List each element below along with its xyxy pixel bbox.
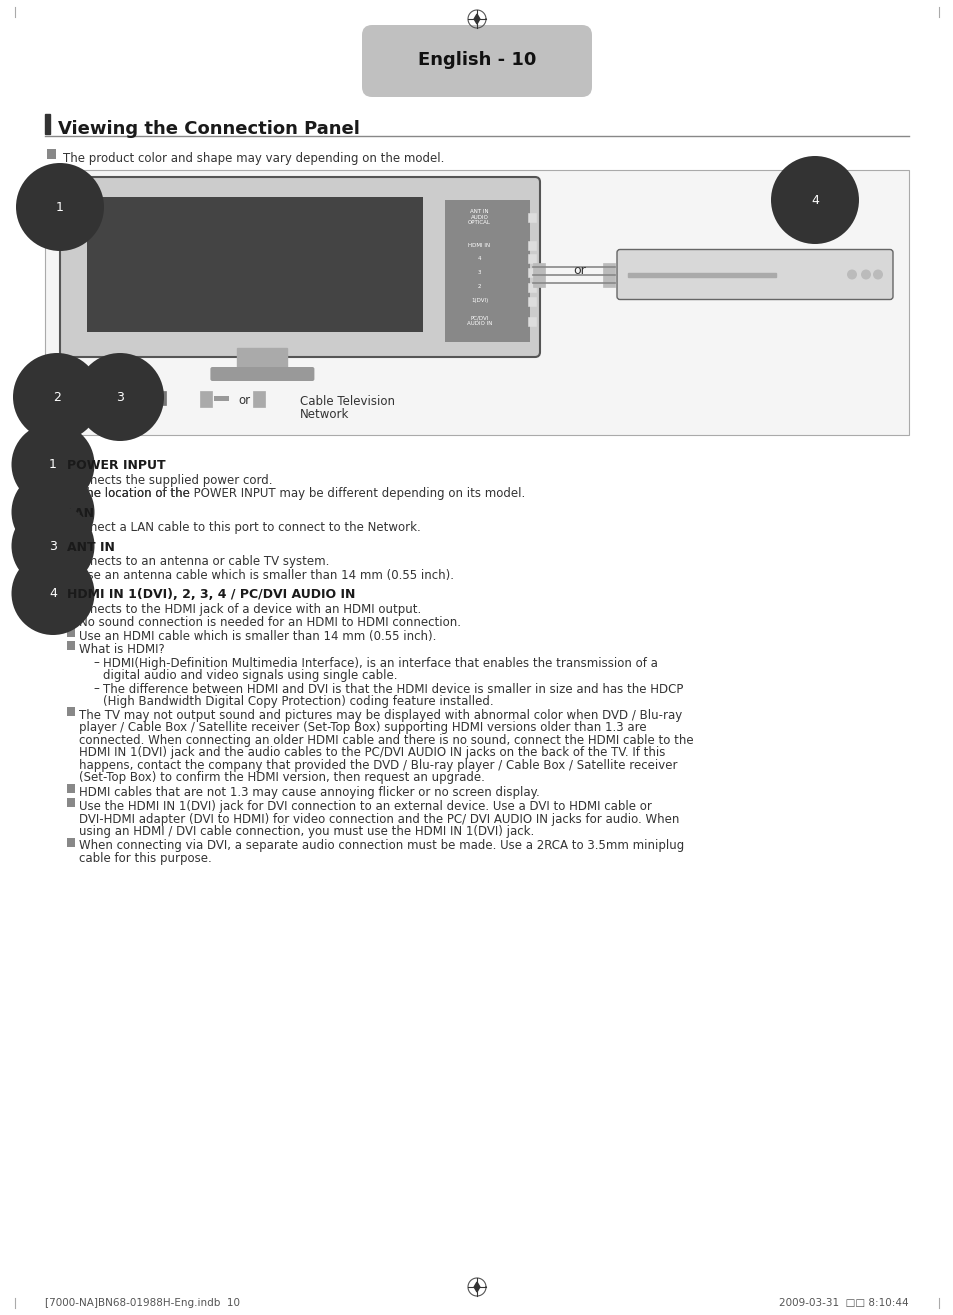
Bar bbox=[200, 391, 212, 408]
Text: The product color and shape may vary depending on the model.: The product color and shape may vary dep… bbox=[63, 153, 444, 164]
Text: 2009-03-31  □□ 8:10:44: 2009-03-31 □□ 8:10:44 bbox=[779, 1298, 908, 1308]
Text: HDMI IN 1(DVI), 2, 3, 4 / PC/DVI AUDIO IN: HDMI IN 1(DVI), 2, 3, 4 / PC/DVI AUDIO I… bbox=[67, 588, 355, 601]
Bar bbox=[47, 149, 56, 159]
Text: The difference between HDMI and DVI is that the HDMI device is smaller in size a: The difference between HDMI and DVI is t… bbox=[103, 682, 682, 696]
Text: No sound connection is needed for an HDMI to HDMI connection.: No sound connection is needed for an HDM… bbox=[79, 615, 460, 629]
Bar bbox=[213, 396, 229, 401]
Text: POWER INPUT: POWER INPUT bbox=[67, 459, 166, 472]
Circle shape bbox=[872, 270, 882, 280]
Text: using an HDMI / DVI cable connection, you must use the HDMI IN 1(DVI) jack.: using an HDMI / DVI cable connection, yo… bbox=[79, 825, 534, 838]
Bar bbox=[527, 213, 536, 222]
FancyBboxPatch shape bbox=[617, 250, 892, 300]
Text: 3: 3 bbox=[116, 391, 124, 404]
Bar bbox=[67, 640, 75, 650]
Text: 2: 2 bbox=[53, 391, 61, 404]
Text: LAN: LAN bbox=[67, 506, 95, 519]
Bar bbox=[67, 798, 75, 807]
Text: 1: 1 bbox=[49, 458, 57, 471]
Bar bbox=[527, 297, 536, 306]
Text: 4: 4 bbox=[810, 193, 818, 206]
Text: cable for this purpose.: cable for this purpose. bbox=[79, 852, 212, 865]
FancyBboxPatch shape bbox=[361, 25, 592, 97]
Text: Cable Television: Cable Television bbox=[299, 394, 395, 408]
Circle shape bbox=[846, 270, 856, 280]
Text: 3: 3 bbox=[477, 270, 480, 275]
Text: Connects to an antenna or cable TV system.: Connects to an antenna or cable TV syste… bbox=[67, 555, 329, 568]
Bar bbox=[45, 114, 50, 134]
Text: DVI-HDMI adapter (DVI to HDMI) for video connection and the PC/ DVI AUDIO IN jac: DVI-HDMI adapter (DVI to HDMI) for video… bbox=[79, 813, 679, 826]
Bar bbox=[527, 254, 536, 263]
Text: 4: 4 bbox=[477, 255, 480, 260]
Text: 2: 2 bbox=[49, 505, 57, 518]
Text: digital audio and video signals using single cable.: digital audio and video signals using si… bbox=[103, 669, 397, 682]
Text: What is HDMI?: What is HDMI? bbox=[79, 643, 165, 656]
Text: happens, contact the company that provided the DVD / Blu-ray player / Cable Box : happens, contact the company that provid… bbox=[79, 759, 677, 772]
Bar bbox=[253, 391, 265, 408]
Text: HDMI IN 1(DVI) jack and the audio cables to the PC/DVI AUDIO IN jacks on the bac: HDMI IN 1(DVI) jack and the audio cables… bbox=[79, 746, 664, 759]
Text: 1: 1 bbox=[56, 200, 64, 213]
Text: Connect a LAN cable to this port to connect to the Network.: Connect a LAN cable to this port to conn… bbox=[67, 521, 420, 534]
Text: 1(DVI): 1(DVI) bbox=[471, 299, 488, 304]
Text: 3: 3 bbox=[49, 539, 57, 552]
Text: HDMI cables that are not 1.3 may cause annoying flicker or no screen display.: HDMI cables that are not 1.3 may cause a… bbox=[79, 785, 539, 798]
FancyBboxPatch shape bbox=[60, 178, 539, 356]
Polygon shape bbox=[474, 1282, 479, 1291]
Text: (Set-Top Box) to confirm the HDMI version, then request an upgrade.: (Set-Top Box) to confirm the HDMI versio… bbox=[79, 771, 484, 784]
Text: English - 10: English - 10 bbox=[417, 51, 536, 68]
Bar bbox=[237, 348, 287, 372]
Text: 2: 2 bbox=[477, 284, 480, 289]
Text: 4: 4 bbox=[49, 586, 57, 600]
Text: ANT IN: ANT IN bbox=[136, 396, 157, 401]
Text: The location of the: The location of the bbox=[79, 487, 193, 500]
Bar bbox=[444, 200, 530, 342]
Bar bbox=[527, 268, 536, 277]
Text: Use an HDMI cable which is smaller than 14 mm (0.55 inch).: Use an HDMI cable which is smaller than … bbox=[79, 630, 436, 643]
Text: When connecting via DVI, a separate audio connection must be made. Use a 2RCA to: When connecting via DVI, a separate audi… bbox=[79, 839, 683, 852]
Text: connected. When connecting an older HDMI cable and there is no sound, connect th: connected. When connecting an older HDMI… bbox=[79, 734, 693, 747]
Bar bbox=[67, 567, 75, 576]
Text: ANT IN: ANT IN bbox=[67, 540, 114, 554]
Bar bbox=[67, 706, 75, 715]
Bar bbox=[45, 170, 908, 435]
Text: or: or bbox=[237, 393, 250, 406]
Text: The TV may not output sound and pictures may be displayed with abnormal color wh: The TV may not output sound and pictures… bbox=[79, 709, 681, 722]
Text: Viewing the Connection Panel: Viewing the Connection Panel bbox=[58, 120, 359, 138]
Text: PC/DVI
AUDIO IN: PC/DVI AUDIO IN bbox=[466, 316, 492, 326]
Text: [7000-NA]BN68-01988H-Eng.indb  10: [7000-NA]BN68-01988H-Eng.indb 10 bbox=[45, 1298, 240, 1308]
Bar bbox=[87, 197, 422, 331]
Bar bbox=[602, 263, 615, 287]
Text: Use an antenna cable which is smaller than 14 mm (0.55 inch).: Use an antenna cable which is smaller th… bbox=[79, 568, 454, 581]
Bar bbox=[213, 370, 312, 379]
Bar bbox=[67, 485, 75, 494]
FancyBboxPatch shape bbox=[211, 367, 314, 381]
Bar bbox=[527, 317, 536, 326]
Text: ANT IN
AUDIO
OPTICAL: ANT IN AUDIO OPTICAL bbox=[468, 209, 491, 225]
Text: HDMI IN: HDMI IN bbox=[468, 243, 490, 249]
Bar bbox=[90, 391, 120, 405]
Text: Network: Network bbox=[299, 408, 349, 421]
Text: player / Cable Box / Satellite receiver (Set-Top Box) supporting HDMI versions o: player / Cable Box / Satellite receiver … bbox=[79, 721, 646, 734]
Bar bbox=[67, 784, 75, 793]
Bar bbox=[533, 263, 544, 287]
Bar bbox=[527, 242, 536, 250]
Text: or: or bbox=[573, 264, 586, 277]
Text: –: – bbox=[92, 656, 99, 669]
Polygon shape bbox=[474, 14, 479, 24]
Text: HDMI(High-Definition Multimedia Interface), is an interface that enables the tra: HDMI(High-Definition Multimedia Interfac… bbox=[103, 656, 658, 669]
Text: –: – bbox=[92, 682, 99, 696]
Bar bbox=[67, 838, 75, 847]
Bar bbox=[128, 391, 166, 405]
Text: The location of the POWER INPUT may be different depending on its model.: The location of the POWER INPUT may be d… bbox=[79, 487, 525, 500]
Text: Connects to the HDMI jack of a device with an HDMI output.: Connects to the HDMI jack of a device wi… bbox=[67, 602, 421, 615]
Bar bbox=[627, 272, 776, 276]
Text: Connects the supplied power cord.: Connects the supplied power cord. bbox=[67, 473, 273, 487]
Text: LAN: LAN bbox=[98, 396, 112, 401]
Circle shape bbox=[861, 270, 870, 280]
Text: (High Bandwidth Digital Copy Protection) coding feature installed.: (High Bandwidth Digital Copy Protection)… bbox=[103, 696, 493, 707]
Bar bbox=[527, 283, 536, 292]
Bar bbox=[67, 614, 75, 623]
Text: Use the HDMI IN 1(DVI) jack for DVI connection to an external device. Use a DVI : Use the HDMI IN 1(DVI) jack for DVI conn… bbox=[79, 800, 651, 813]
Bar bbox=[67, 627, 75, 636]
